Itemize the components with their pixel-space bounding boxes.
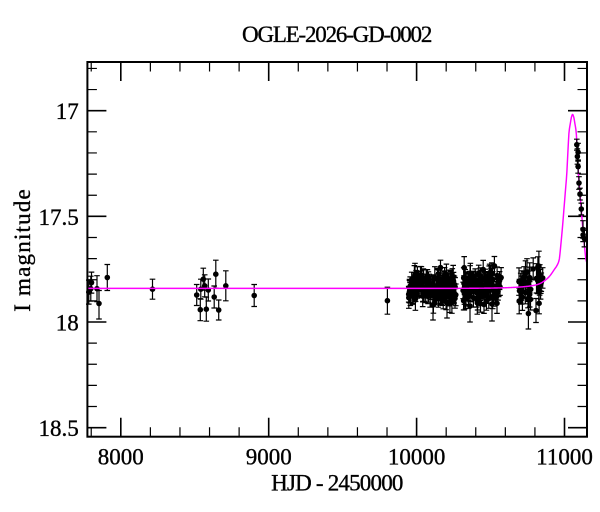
svg-text:9000: 9000: [246, 444, 292, 469]
svg-text:17.5: 17.5: [39, 205, 79, 230]
svg-text:11000: 11000: [536, 444, 593, 469]
svg-text:17: 17: [56, 99, 79, 124]
svg-text:18: 18: [56, 311, 79, 336]
svg-text:OGLE-2026-GD-0002: OGLE-2026-GD-0002: [242, 22, 432, 47]
svg-text:10000: 10000: [388, 444, 446, 469]
svg-text:8000: 8000: [98, 444, 144, 469]
svg-text:I magnitude: I magnitude: [10, 188, 35, 312]
svg-text:HJD - 2450000: HJD - 2450000: [271, 471, 403, 496]
svg-text:18.5: 18.5: [39, 416, 79, 441]
